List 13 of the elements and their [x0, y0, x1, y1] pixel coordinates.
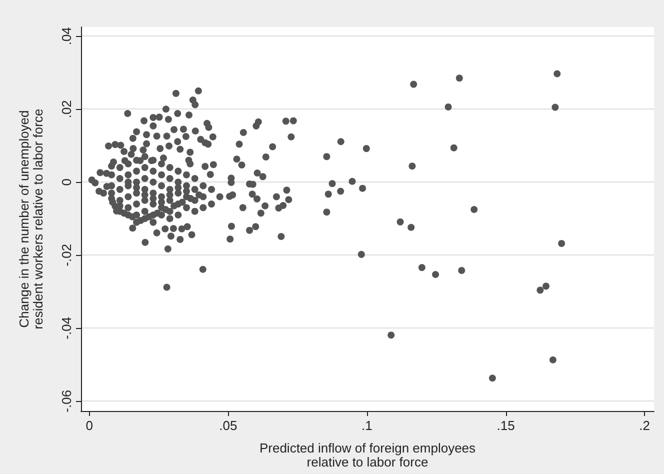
y-tick-label: -.06 — [59, 390, 74, 412]
x-axis-title: Predicted inflow of foreign employees relative to labor force — [259, 440, 476, 470]
y-tick-label: -.04 — [59, 316, 74, 340]
y-axis-title: Change in the number of unemployed resident workers relative to labor force — [16, 108, 46, 330]
y-tick-label: -.02 — [59, 244, 74, 266]
x-tick-label: .1 — [362, 418, 372, 433]
x-tick-label: 0 — [86, 418, 93, 433]
x-tick-label: .05 — [219, 418, 238, 433]
y-tick-label: .04 — [59, 27, 74, 46]
x-tick-label: .2 — [639, 418, 650, 433]
y-tick-label: .02 — [59, 100, 74, 118]
x-tick-label: .15 — [496, 418, 515, 433]
y-tick-label: 0 — [59, 178, 74, 186]
